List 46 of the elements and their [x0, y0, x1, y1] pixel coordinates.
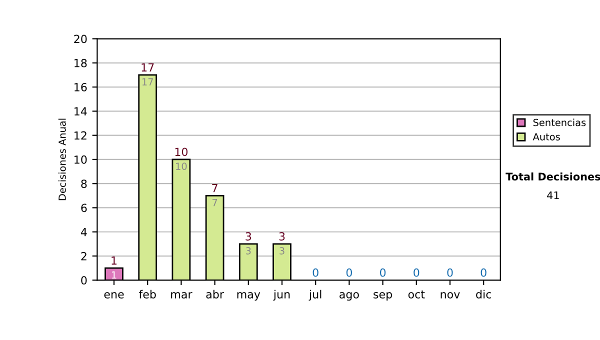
x-tick-label: dic	[476, 290, 492, 298]
total-label: 0	[480, 268, 486, 277]
x-tick-label: sep	[374, 292, 392, 301]
total-label: 1	[112, 256, 117, 265]
x-tick-label: ene	[104, 292, 124, 298]
total-label: 0	[346, 268, 352, 277]
total-label: 0	[312, 268, 318, 277]
text: Total Decisiones	[506, 172, 600, 180]
y-tick-label: 4	[80, 228, 87, 236]
y-tick-label: 10	[74, 155, 87, 164]
data-label: 3	[280, 247, 284, 254]
legend-label: Sentencias	[533, 118, 586, 126]
y-axis-title: Decisiones Anual	[58, 118, 66, 200]
total-label: 10	[175, 148, 188, 156]
total-label: 0	[447, 268, 453, 277]
total-label: 0	[380, 268, 386, 277]
y-tick-label: 20	[74, 34, 87, 44]
x-tick-label: jun	[273, 290, 290, 301]
x-tick-label: oct	[408, 290, 425, 298]
data-label: 17	[142, 78, 153, 86]
x-tick-label: jul	[308, 290, 322, 301]
x-tick-label: mar	[171, 292, 192, 298]
y-tick-label: 8	[81, 180, 87, 188]
text: 41	[547, 191, 559, 200]
y-tick-label: 0	[81, 276, 87, 285]
total-label: 3	[246, 232, 252, 241]
y-tick-label: 12	[74, 131, 86, 140]
data-label: 3	[246, 247, 251, 254]
x-tick-label: abr	[206, 290, 224, 298]
data-label: 7	[212, 198, 218, 206]
y-tick-label: 6	[81, 204, 87, 212]
x-tick-label: ago	[340, 292, 359, 301]
data-label: 1	[112, 271, 116, 278]
total-label: 7	[212, 184, 218, 192]
total-label: 0	[414, 268, 420, 277]
x-tick-label: may	[237, 292, 260, 301]
y-tick-label: 14	[74, 107, 87, 116]
legend-label: Autos	[532, 133, 560, 140]
data-label: 10	[176, 162, 187, 170]
total-label: 17	[142, 63, 154, 72]
y-tick-label: 16	[74, 83, 87, 92]
x-tick-label: nov	[440, 292, 460, 298]
y-tick-label: 18	[74, 58, 87, 68]
y-tick-label: 2	[81, 252, 86, 260]
x-tick-label: feb	[138, 290, 156, 298]
total-label: 3	[279, 232, 285, 241]
